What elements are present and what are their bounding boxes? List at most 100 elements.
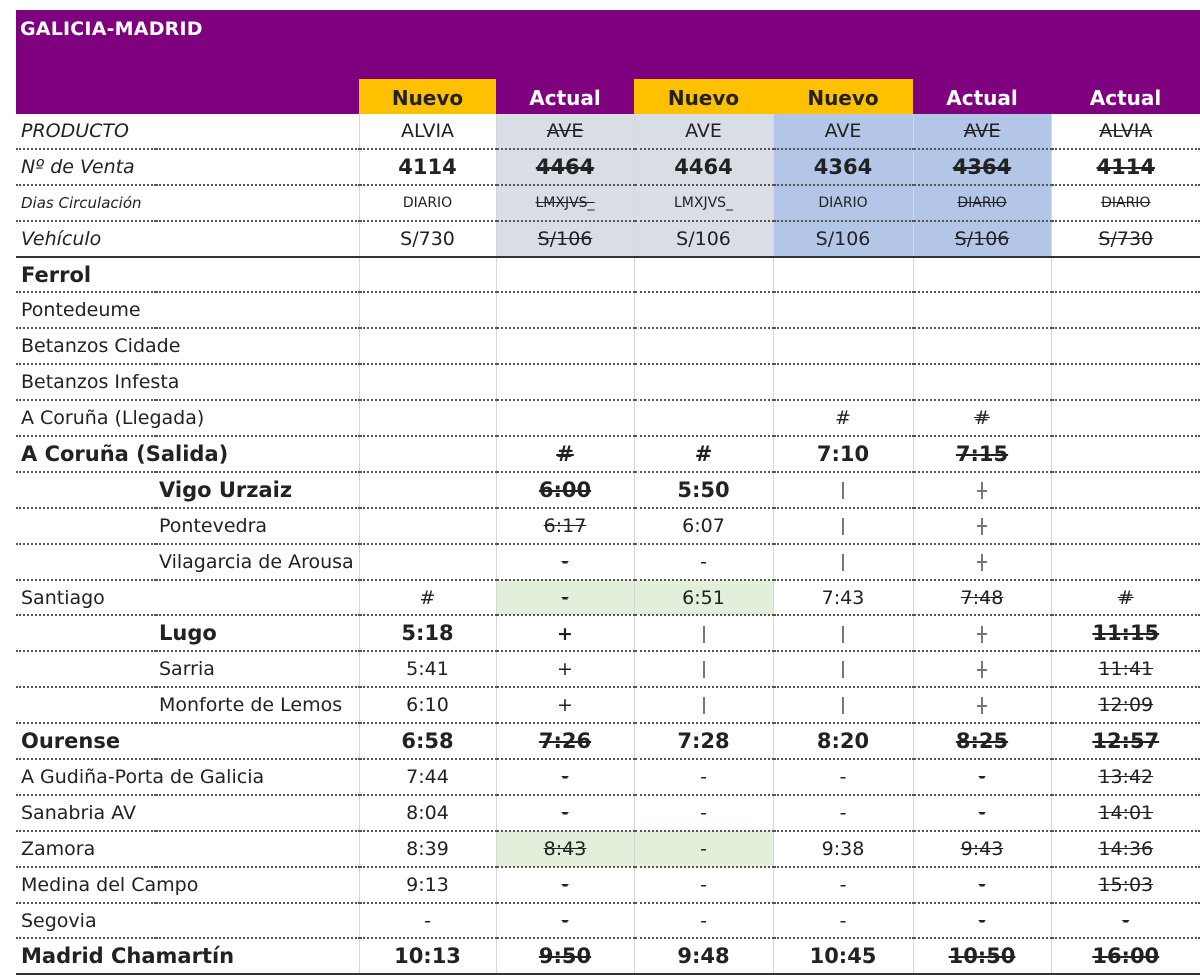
time-value: 7:44	[406, 765, 449, 788]
info-value: 4114	[1050, 148, 1200, 186]
info-value: LMXJVS_	[633, 184, 774, 222]
info-value: 4364	[912, 148, 1052, 186]
time-cell	[1050, 364, 1200, 402]
indent-cell	[16, 615, 156, 653]
station-name: Segovia	[16, 902, 360, 940]
station-row: Sanabria AV 8:04 - - - - 14:01	[16, 794, 1200, 832]
time-cell	[912, 292, 1052, 330]
time-value: #	[694, 441, 713, 466]
time-value: 5:18	[401, 621, 454, 646]
station-name: Betanzos Infesta	[16, 364, 360, 402]
time-cell: 9:38	[772, 830, 914, 868]
time-cell: 14:36	[1050, 830, 1200, 868]
time-value: 9:38	[821, 837, 865, 860]
title-band: GALICIA-MADRID Nuevo Actual Nuevo Nuevo …	[16, 10, 1200, 114]
time-cell: 8:25	[912, 723, 1052, 761]
time-cell: -	[633, 794, 774, 832]
time-cell: -	[495, 543, 635, 581]
pass-through-marker	[772, 543, 914, 581]
schedule-body: PRODUCTO ALVIA AVE AVE AVE AVE ALVIA Nº de Vent…	[16, 114, 1200, 975]
time-cell: #	[495, 436, 635, 473]
time-value: #	[974, 407, 990, 430]
pass-through-marker	[633, 615, 774, 653]
time-cell: 6:17	[495, 507, 635, 545]
time-value: 6:17	[543, 514, 587, 537]
time-value: -	[700, 873, 707, 896]
time-cell: #	[912, 400, 1052, 438]
pass-through-marker	[912, 615, 1052, 653]
time-value: 7:28	[677, 729, 730, 754]
time-value: -	[700, 909, 707, 932]
time-value: 7:48	[960, 586, 1004, 609]
station-row: Pontedeume	[16, 292, 1200, 330]
time-cell: -	[912, 866, 1052, 904]
table-title: GALICIA-MADRID	[20, 18, 203, 40]
station-row: Segovia - - - - - -	[16, 902, 1200, 940]
time-cell: 9:13	[358, 866, 497, 904]
station-name: A Gudiña-Porta de Galicia	[16, 759, 360, 796]
info-value: S/106	[772, 220, 914, 258]
station-row: Vigo Urzaiz 6:00 5:50	[16, 471, 1200, 509]
time-cell: 9:48	[633, 938, 774, 975]
time-cell: 12:57	[1050, 723, 1200, 761]
time-value: 12:09	[1098, 694, 1154, 717]
time-cell: 15:03	[1050, 866, 1200, 904]
time-value: 8:43	[543, 837, 587, 860]
time-value: +	[557, 658, 573, 681]
time-cell: -	[772, 759, 914, 796]
time-cell: -	[772, 902, 914, 940]
pass-through-marker	[912, 471, 1052, 509]
time-value: -	[424, 909, 431, 932]
info-value: DIARIO	[1050, 184, 1200, 222]
time-cell: +	[495, 651, 635, 689]
time-cell: 7:10	[772, 436, 914, 473]
time-value: 12:57	[1092, 729, 1160, 754]
time-cell	[1050, 507, 1200, 545]
time-value: -	[839, 765, 847, 788]
info-value: DIARIO	[912, 184, 1052, 222]
time-cell: +	[495, 687, 635, 725]
time-cell: -	[495, 866, 635, 904]
time-cell	[495, 256, 635, 294]
time-cell: -	[633, 759, 774, 796]
time-value: 8:04	[406, 801, 449, 824]
time-value: -	[978, 765, 986, 788]
branch-station-name: Sarria	[156, 651, 360, 689]
info-value: ALVIA	[1050, 114, 1200, 150]
station-name: Santiago	[16, 579, 360, 617]
time-cell: #	[1050, 579, 1200, 617]
pass-through-marker	[912, 543, 1052, 581]
time-value: 5:41	[406, 658, 449, 681]
time-value: 6:10	[406, 694, 449, 717]
time-cell: 6:07	[633, 507, 774, 545]
info-row: Dias Circulación DIARIO LMXJVS_ LMXJVS_ DIAR…	[16, 184, 1200, 222]
time-cell: 7:48	[912, 579, 1052, 617]
time-cell	[358, 400, 497, 438]
info-value: 4464	[633, 148, 774, 186]
time-value: 9:48	[677, 944, 730, 969]
info-value: DIARIO	[772, 184, 914, 222]
time-value: 6:51	[682, 586, 725, 609]
time-cell: 10:50	[912, 938, 1052, 975]
time-cell: 10:45	[772, 938, 914, 975]
time-cell: -	[495, 794, 635, 832]
time-cell	[358, 507, 497, 545]
time-value: 14:36	[1098, 837, 1154, 860]
time-cell: 10:13	[358, 938, 497, 975]
time-cell	[358, 543, 497, 581]
info-value: S/730	[358, 220, 497, 258]
time-value: -	[700, 550, 707, 573]
time-cell: -	[912, 902, 1052, 940]
time-value: -	[561, 765, 569, 788]
info-value: AVE	[495, 114, 635, 150]
branch-station-name: Lugo	[156, 615, 360, 653]
indent-cell	[16, 651, 156, 689]
time-cell	[912, 328, 1052, 366]
time-value: -	[978, 801, 986, 824]
time-value: 11:41	[1098, 658, 1154, 681]
station-name: A Coruña (Salida)	[16, 436, 360, 473]
time-cell: 8:04	[358, 794, 497, 832]
pass-through-bar	[842, 697, 845, 715]
time-value: 7:10	[816, 441, 870, 466]
time-cell	[358, 292, 497, 330]
